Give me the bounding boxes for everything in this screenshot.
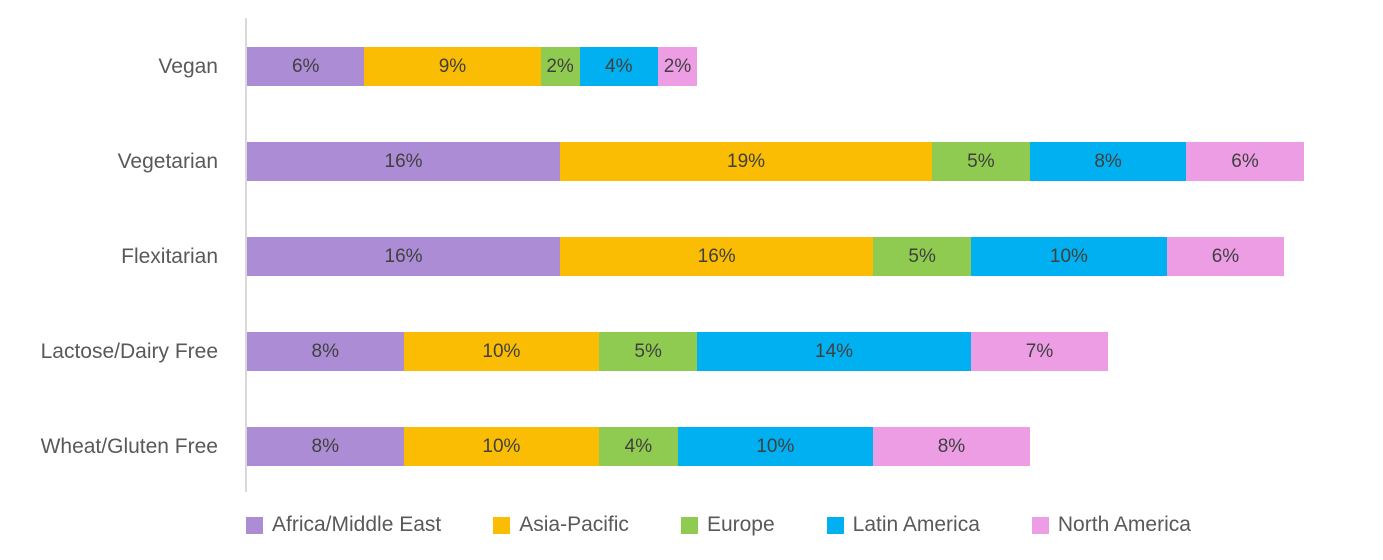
bar-segment-europe: 4% — [599, 427, 678, 466]
data-label: 2% — [663, 55, 692, 77]
data-label: 16% — [384, 245, 423, 267]
bar-segment-north-america: 6% — [1166, 237, 1285, 276]
legend: Africa/Middle East Asia-Pacific Europe Lati… — [246, 513, 1191, 537]
legend-label: Europe — [706, 513, 775, 536]
data-label: 8% — [311, 435, 339, 457]
data-label: 10% — [482, 340, 521, 362]
legend-label: Africa/Middle East — [272, 513, 442, 536]
bar-segment-africa-middle-east: 16% — [247, 237, 561, 276]
data-label: 6% — [291, 55, 320, 77]
bar-segment-latin-america: 8% — [1029, 142, 1187, 181]
category-label: Wheat/Gluten Free — [40, 435, 218, 458]
bar-segment-latin-america: 4% — [579, 47, 658, 86]
bar-segment-africa-middle-east: 8% — [247, 427, 404, 466]
bar-segment-europe: 5% — [873, 237, 972, 276]
stacked-bar: 8% 10% 5% 14% 7% — [247, 332, 1109, 371]
bar-row-vegetarian: Vegetarian 16% 19% 5% 8% 6% — [0, 142, 1383, 181]
bar-row-flexitarian: Flexitarian 16% 16% 5% 10% 6% — [0, 237, 1383, 276]
bar-segment-latin-america: 14% — [697, 332, 972, 371]
data-label: 19% — [727, 150, 766, 172]
bar-segment-latin-america: 10% — [677, 427, 874, 466]
legend-item-north-america: North America — [1031, 513, 1191, 537]
bar-segment-africa-middle-east: 6% — [247, 47, 365, 86]
bar-segment-asia-pacific: 19% — [560, 142, 932, 181]
data-label: 8% — [937, 435, 966, 457]
bar-segment-africa-middle-east: 16% — [247, 142, 561, 181]
bar-segment-asia-pacific: 9% — [364, 47, 541, 86]
data-label: 6% — [1231, 150, 1259, 172]
bar-segment-asia-pacific: 16% — [560, 237, 874, 276]
data-label: 10% — [482, 435, 521, 457]
data-label: 8% — [311, 340, 339, 362]
y-axis-line — [245, 18, 247, 492]
bar-segment-north-america: 2% — [657, 47, 698, 86]
data-label: 5% — [634, 340, 662, 362]
data-label: 7% — [1025, 340, 1054, 362]
data-label: 16% — [697, 245, 736, 267]
data-label: 2% — [546, 55, 574, 77]
stacked-bar: 8% 10% 4% 10% 8% — [247, 427, 1030, 466]
bar-segment-europe: 5% — [931, 142, 1030, 181]
bar-segment-latin-america: 10% — [971, 237, 1167, 276]
legend-swatch-icon — [493, 516, 511, 534]
data-label: 8% — [1094, 150, 1122, 172]
data-label: 5% — [908, 245, 936, 267]
legend-swatch-icon — [246, 516, 263, 534]
bar-segment-europe: 5% — [599, 332, 698, 371]
legend-item-asia-pacific: Asia-Pacific — [493, 513, 629, 537]
bar-row-lactose-dairy-free: Lactose/Dairy Free 8% 10% 5% 14% 7% — [0, 332, 1383, 371]
legend-label: Asia-Pacific — [519, 513, 629, 536]
stacked-bar: 16% 16% 5% 10% 6% — [247, 237, 1285, 276]
legend-item-africa-middle-east: Africa/Middle East — [246, 513, 441, 537]
legend-item-latin-america: Latin America — [826, 513, 980, 537]
bar-segment-asia-pacific: 10% — [403, 332, 600, 371]
data-label: 5% — [967, 150, 995, 172]
data-label: 10% — [1049, 245, 1088, 267]
data-label: 6% — [1211, 245, 1240, 267]
bar-segment-europe: 2% — [540, 47, 580, 86]
legend-label: Latin America — [852, 513, 980, 536]
category-label: Lactose/Dairy Free — [40, 340, 218, 363]
legend-swatch-icon — [680, 516, 698, 534]
legend-swatch-icon — [1031, 516, 1049, 534]
legend-item-europe: Europe — [680, 513, 775, 537]
category-label: Vegetarian — [117, 150, 218, 173]
data-label: 4% — [605, 55, 633, 77]
legend-swatch-icon — [826, 516, 844, 534]
bar-segment-north-america: 6% — [1186, 142, 1304, 181]
legend-label: North America — [1057, 513, 1191, 536]
bar-segment-north-america: 8% — [873, 427, 1030, 466]
category-label: Flexitarian — [121, 245, 218, 268]
category-label: Vegan — [158, 55, 218, 78]
data-label: 16% — [384, 150, 423, 172]
stacked-bar: 16% 19% 5% 8% 6% — [247, 142, 1304, 181]
data-label: 4% — [624, 435, 653, 457]
data-label: 9% — [438, 55, 467, 77]
bar-segment-africa-middle-east: 8% — [247, 332, 404, 371]
bar-segment-north-america: 7% — [971, 332, 1109, 371]
bar-row-vegan: Vegan 6% 9% 2% 4% 2% — [0, 47, 1383, 86]
data-label: 10% — [756, 435, 795, 457]
bar-segment-asia-pacific: 10% — [403, 427, 600, 466]
data-label: 14% — [815, 340, 854, 362]
bar-row-wheat-gluten-free: Wheat/Gluten Free 8% 10% 4% 10% 8% — [0, 427, 1383, 466]
stacked-bar: 6% 9% 2% 4% 2% — [247, 47, 698, 86]
